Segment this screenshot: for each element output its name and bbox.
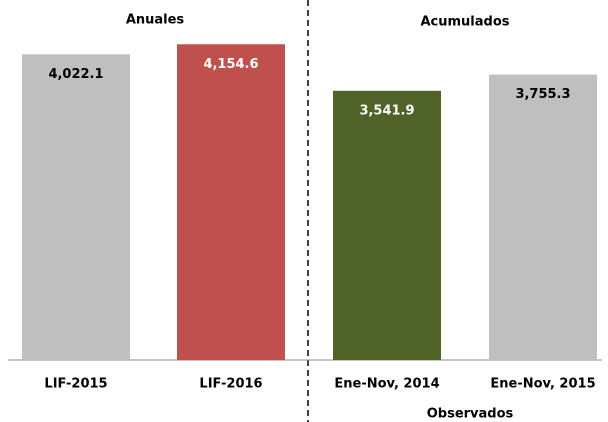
bar <box>489 74 597 360</box>
bar <box>333 90 441 360</box>
x-tick-label: Ene-Nov, 2014 <box>334 377 439 392</box>
x-tick-label: Ene-Nov, 2015 <box>490 377 595 392</box>
value-label: 3,755.3 <box>515 87 570 102</box>
bar <box>22 54 130 360</box>
group-label: Anuales <box>126 13 185 28</box>
value-label: 4,154.6 <box>203 57 258 72</box>
x-tick-label: LIF-2015 <box>44 377 107 392</box>
x-tick-label: LIF-2016 <box>199 377 262 392</box>
group-label: Acumulados <box>420 15 509 30</box>
bar <box>177 44 285 361</box>
value-label: 3,541.9 <box>359 103 414 118</box>
annotation: Observados <box>427 407 514 422</box>
value-label: 4,022.1 <box>48 67 103 82</box>
